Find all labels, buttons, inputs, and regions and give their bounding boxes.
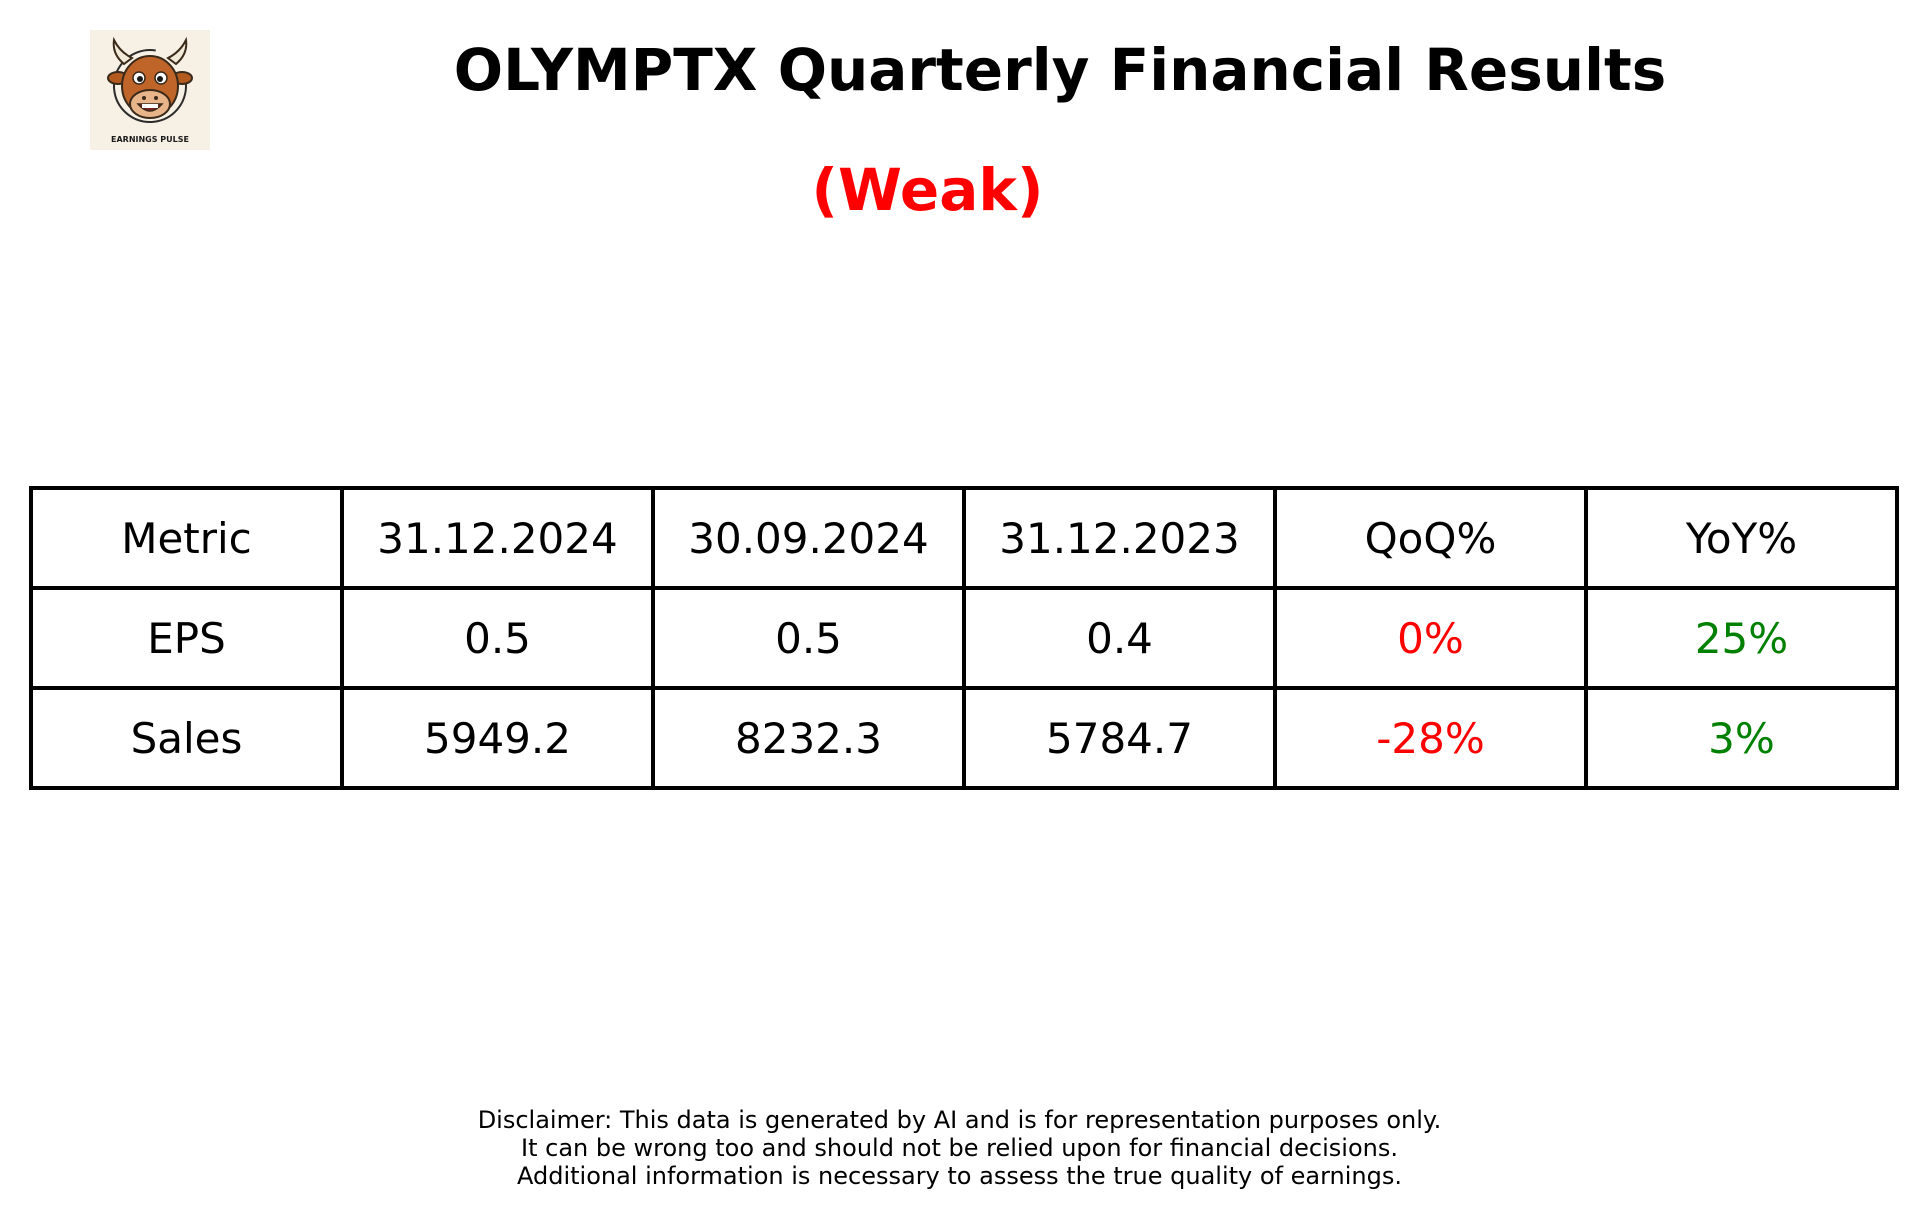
value-cell: 8232.3: [651, 686, 966, 790]
value-cell: 5784.7: [962, 686, 1277, 790]
column-header: QoQ%: [1273, 486, 1588, 590]
results-table-container: Metric 31.12.2024 30.09.2024 31.12.2023 QoQ%…: [29, 486, 1899, 790]
column-header: 30.09.2024: [651, 486, 966, 590]
page-title: OLYMPTX Quarterly Financial Results: [453, 36, 1667, 104]
column-header: YoY%: [1584, 486, 1899, 590]
yoy-change-cell: 25%: [1584, 586, 1899, 690]
disclaimer-line: Additional information is necessary to a…: [516, 1162, 1402, 1190]
value-cell: 5949.2: [340, 686, 655, 790]
logo-caption: EARNINGS PULSE: [111, 135, 189, 144]
metric-cell: Sales: [29, 686, 344, 790]
column-header: 31.12.2023: [962, 486, 1277, 590]
table-header-row: Metric 31.12.2024 30.09.2024 31.12.2023 QoQ%…: [29, 486, 1899, 590]
verdict-label: (Weak): [811, 156, 1044, 224]
results-table: Metric 31.12.2024 30.09.2024 31.12.2023 QoQ%…: [29, 486, 1899, 790]
bull-mascot-icon: EARNINGS PULSE: [107, 36, 193, 144]
value-cell: 0.5: [651, 586, 966, 690]
disclaimer-line: It can be wrong too and should not be re…: [521, 1134, 1398, 1162]
qoq-change-cell: 0%: [1273, 586, 1588, 690]
qoq-change-cell: -28%: [1273, 686, 1588, 790]
disclaimer-line: Disclaimer: This data is generated by AI…: [477, 1106, 1442, 1134]
results-table-body: Metric 31.12.2024 30.09.2024 31.12.2023 QoQ%…: [29, 486, 1899, 790]
value-cell: 0.4: [962, 586, 1277, 690]
column-header: 31.12.2024: [340, 486, 655, 590]
value-cell: 0.5: [340, 586, 655, 690]
disclaimer: Disclaimer: This data is generated by AI…: [0, 1106, 1919, 1190]
earnings-pulse-logo: EARNINGS PULSE: [90, 30, 210, 150]
column-header: Metric: [29, 486, 344, 590]
yoy-change-cell: 3%: [1584, 686, 1899, 790]
metric-cell: EPS: [29, 586, 344, 690]
table-row: Sales 5949.2 8232.3 5784.7 -28% 3%: [29, 686, 1899, 790]
table-row: EPS 0.5 0.5 0.4 0% 25%: [29, 586, 1899, 690]
